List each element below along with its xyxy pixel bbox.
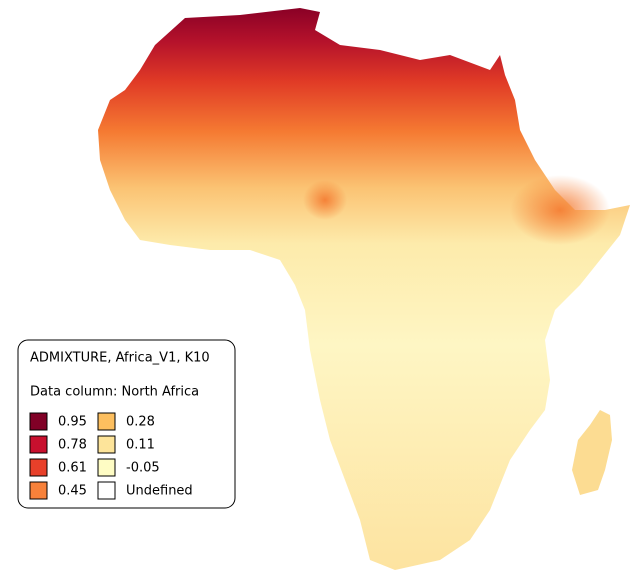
legend-swatch [97, 435, 116, 454]
legend-swatch [29, 458, 48, 477]
legend-swatch [97, 412, 116, 431]
legend-swatch [97, 458, 116, 477]
legend-label: 0.11 [126, 438, 155, 453]
legend-title: ADMIXTURE, Africa_V1, K10 [30, 351, 210, 366]
legend-box [17, 339, 236, 509]
legend-label: 0.61 [58, 461, 87, 476]
madagascar [572, 410, 612, 495]
legend-swatch [97, 481, 116, 500]
horn-shading [510, 175, 610, 245]
africa-continent [98, 8, 630, 570]
legend-swatch [29, 412, 48, 431]
legend-label: 0.95 [58, 415, 87, 430]
legend-items: 0.95 0.78 0.61 0.45 0.28 0.11 -0.05 Undefined [29, 412, 193, 500]
legend-label: 0.28 [126, 415, 155, 430]
legend-subtitle: Data column: North Africa [30, 385, 199, 400]
sahel-shading [303, 180, 347, 220]
legend-label: Undefined [126, 484, 193, 499]
legend-label: 0.45 [58, 484, 87, 499]
legend-label: -0.05 [126, 461, 160, 476]
legend-swatch [29, 481, 48, 500]
legend-swatch [29, 435, 48, 454]
legend-label: 0.78 [58, 438, 87, 453]
